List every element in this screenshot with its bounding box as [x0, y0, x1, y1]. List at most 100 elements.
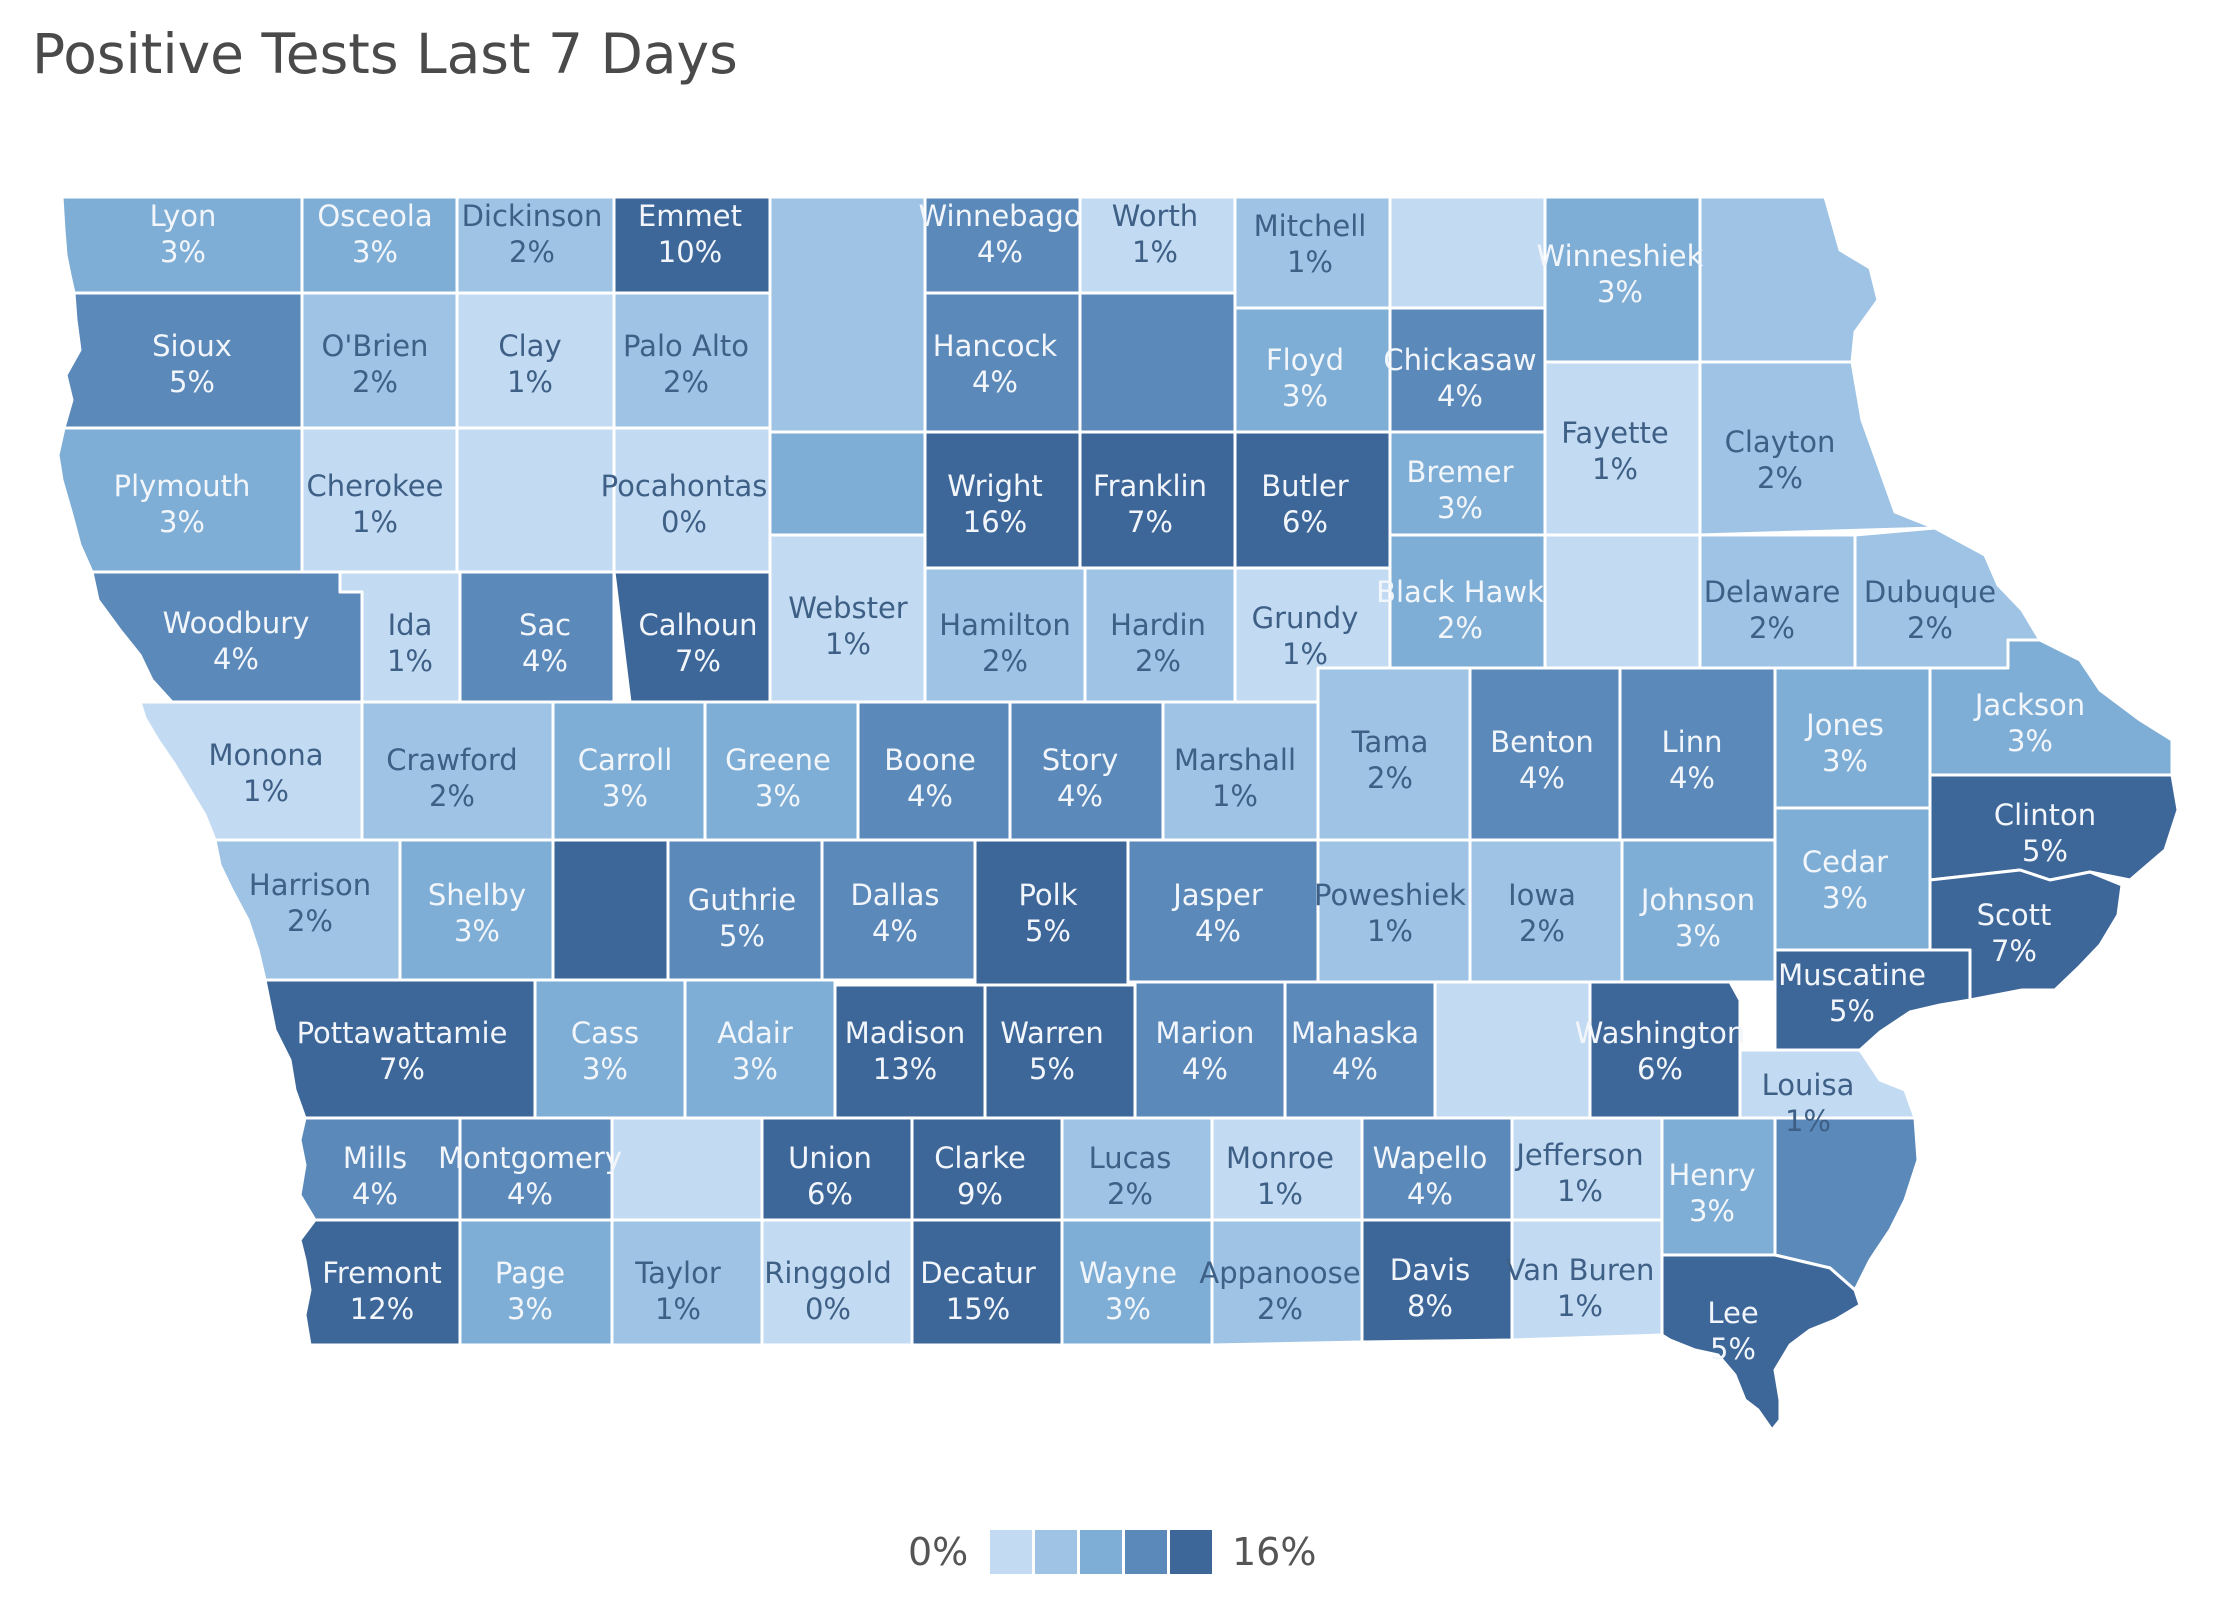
county-value-calhoun: 7% [675, 644, 721, 678]
county-label-marshall: Marshall [1174, 743, 1296, 777]
county-value-lee: 5% [1710, 1332, 1756, 1366]
map-title: Positive Tests Last 7 Days [32, 22, 738, 86]
color-scale-legend: 0% 16% [0, 1522, 2230, 1582]
county-label-greene: Greene [725, 743, 831, 777]
county-value-jones: 3% [1822, 744, 1868, 778]
county-keokuk[interactable] [1433, 980, 1592, 1120]
county-value-benton: 4% [1519, 761, 1565, 795]
county-buena-vista[interactable] [455, 426, 616, 574]
county-value-jasper: 4% [1195, 914, 1241, 948]
county-label-pocahontas: Pocahontas [601, 469, 768, 503]
county-marion[interactable] [1133, 980, 1287, 1120]
county-label-wright: Wright [947, 469, 1043, 503]
county-value-adair: 3% [732, 1052, 778, 1086]
county-label-story: Story [1042, 743, 1119, 777]
county-label-guthrie: Guthrie [688, 883, 796, 917]
county-value-franklin: 7% [1127, 505, 1173, 539]
county-label-appanoose: Appanoose [1199, 1256, 1360, 1290]
county-label-chickasaw: Chickasaw [1383, 343, 1536, 377]
county-label-fayette: Fayette [1561, 416, 1668, 450]
county-cedar[interactable] [1773, 806, 1932, 952]
county-value-grundy: 1% [1282, 637, 1328, 671]
county-audubon[interactable] [551, 838, 670, 982]
county-value-page: 3% [507, 1292, 553, 1326]
county-labels: Lyon3%Osceola3%Dickinson2%Emmet10%Winneb… [114, 199, 2097, 1366]
county-value-louisa: 1% [1785, 1104, 1831, 1138]
county-label-shelby: Shelby [428, 878, 526, 912]
county-value-dallas: 4% [872, 914, 918, 948]
county-label-jones: Jones [1804, 708, 1884, 742]
county-label-grundy: Grundy [1252, 601, 1359, 635]
county-label-hardin: Hardin [1110, 608, 1206, 642]
county-value-monona: 1% [243, 774, 289, 808]
county-value-hardin: 2% [1135, 644, 1181, 678]
county-label-muscatine: Muscatine [1778, 958, 1926, 992]
county-value-delaware: 2% [1749, 611, 1795, 645]
legend-swatch-1 [990, 1530, 1032, 1574]
county-label-marion: Marion [1156, 1016, 1255, 1050]
county-howard[interactable] [1388, 195, 1547, 310]
county-value-webster: 1% [825, 627, 871, 661]
county-value-bremer: 3% [1437, 491, 1483, 525]
county-label-mills: Mills [343, 1141, 407, 1175]
county-value-worth: 1% [1132, 235, 1178, 269]
county-label-mahaska: Mahaska [1291, 1016, 1419, 1050]
county-value-emmet: 10% [658, 235, 722, 269]
county-value-mills: 4% [352, 1177, 398, 1211]
county-value-washington: 6% [1637, 1052, 1683, 1086]
legend-swatch-4 [1125, 1530, 1167, 1574]
county-label-lyon: Lyon [150, 199, 217, 233]
county-label-clay: Clay [498, 329, 561, 363]
county-value-story: 4% [1057, 779, 1103, 813]
county-adams[interactable] [610, 1116, 764, 1222]
legend-swatch-2 [1035, 1530, 1077, 1574]
county-value-black-hawk: 2% [1437, 611, 1483, 645]
county-allamakee[interactable] [1698, 195, 1880, 364]
county-value-plymouth: 3% [159, 505, 205, 539]
county-label-adair: Adair [717, 1016, 793, 1050]
county-label-winneshiek: Winneshiek [1537, 239, 1704, 273]
county-label-linn: Linn [1662, 725, 1723, 759]
county-washington[interactable] [1588, 980, 1742, 1120]
county-value-henry: 3% [1689, 1194, 1735, 1228]
county-label-hamilton: Hamilton [939, 608, 1070, 642]
county-value-palo-alto: 2% [663, 365, 709, 399]
county-label-washington: Washington [1575, 1016, 1745, 1050]
county-value-lyon: 3% [160, 235, 206, 269]
county-label-monona: Monona [208, 738, 323, 772]
county-value-madison: 13% [873, 1052, 937, 1086]
county-value-wapello: 4% [1407, 1177, 1453, 1211]
county-humboldt[interactable] [768, 430, 927, 537]
county-value-sac: 4% [522, 644, 568, 678]
county-label-lee: Lee [1707, 1296, 1758, 1330]
county-value-ringgold: 0% [805, 1292, 851, 1326]
county-lee[interactable] [1660, 1253, 1862, 1432]
county-label-butler: Butler [1261, 469, 1349, 503]
county-mahaska[interactable] [1283, 980, 1437, 1120]
county-cerro-gordo[interactable] [1078, 291, 1237, 434]
county-polk[interactable] [973, 838, 1130, 987]
county-label-floyd: Floyd [1266, 343, 1344, 377]
county-label-ida: Ida [388, 608, 433, 642]
county-value-jackson: 3% [2007, 724, 2053, 758]
county-label-calhoun: Calhoun [639, 608, 758, 642]
county-value-o-brien: 2% [352, 365, 398, 399]
county-label-crawford: Crawford [386, 743, 517, 777]
county-kossuth[interactable] [768, 195, 927, 434]
county-label-madison: Madison [845, 1016, 966, 1050]
county-label-poweshiek: Poweshiek [1314, 878, 1466, 912]
county-value-scott: 7% [1991, 934, 2037, 968]
county-value-clinton: 5% [2022, 834, 2068, 868]
county-buchanan[interactable] [1543, 533, 1702, 670]
legend-swatch-5 [1170, 1530, 1212, 1574]
county-label-monroe: Monroe [1226, 1141, 1334, 1175]
county-value-muscatine: 5% [1829, 994, 1875, 1028]
county-label-dallas: Dallas [850, 878, 939, 912]
county-value-cedar: 3% [1822, 881, 1868, 915]
county-label-cass: Cass [571, 1016, 639, 1050]
county-shapes [56, 195, 2180, 1432]
county-label-pottawattamie: Pottawattamie [297, 1016, 508, 1050]
county-value-woodbury: 4% [213, 642, 259, 676]
county-label-wapello: Wapello [1373, 1141, 1488, 1175]
county-value-ida: 1% [387, 644, 433, 678]
